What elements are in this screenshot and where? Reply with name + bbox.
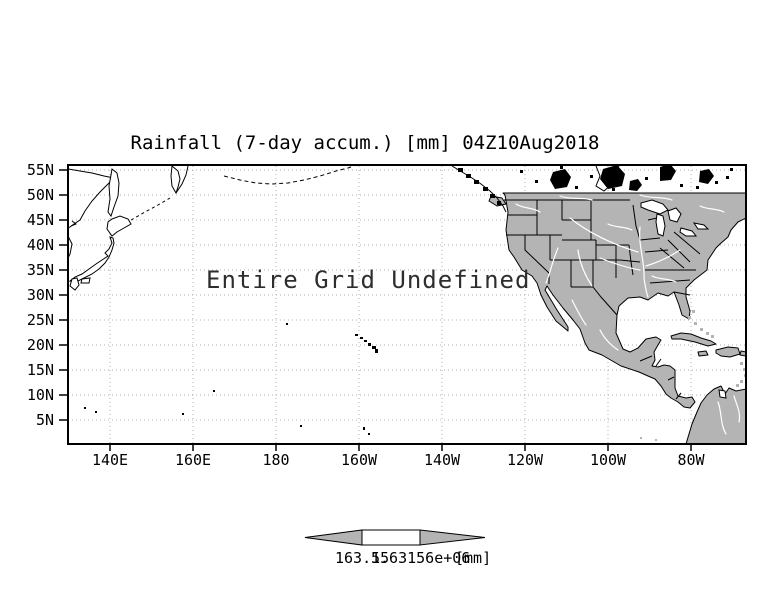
asia-coastlines bbox=[69, 166, 355, 291]
y-tick-label-5n: 5N bbox=[35, 411, 54, 429]
island-puerto-rico bbox=[739, 350, 745, 357]
y-tick-label-25n: 25N bbox=[26, 311, 54, 329]
colorbar-middle-segment bbox=[361, 529, 421, 546]
coastline-sakhalin bbox=[107, 168, 120, 218]
x-tick-label-160e: 160E bbox=[174, 451, 212, 469]
lake-huron bbox=[667, 207, 682, 223]
landmass-south-america bbox=[685, 385, 745, 443]
alaska-bc-coast bbox=[451, 166, 507, 213]
lake-maracaibo bbox=[718, 389, 727, 399]
y-tick-label-10n: 10N bbox=[26, 386, 54, 404]
colorbar bbox=[304, 529, 486, 546]
x-tick-label-160w: 160W bbox=[340, 451, 378, 469]
island-hispaniola bbox=[715, 346, 741, 358]
coastline-hokkaido bbox=[106, 215, 132, 237]
plot-title: Rainfall (7-day accum.) [mm] 04Z10Aug201… bbox=[130, 132, 600, 154]
x-tick-label-140e: 140E bbox=[91, 451, 129, 469]
lake-erie bbox=[679, 227, 698, 237]
rivers bbox=[515, 194, 741, 435]
y-tick-label-55n: 55N bbox=[26, 161, 54, 179]
colorbar-min-label: 163.15 bbox=[335, 549, 390, 567]
colorbar-left-arrow bbox=[304, 529, 363, 546]
plot-frame bbox=[67, 164, 747, 445]
bahamas-antilles-islets bbox=[640, 310, 745, 441]
kuril-islands bbox=[130, 197, 171, 221]
north-america-landmass bbox=[488, 192, 745, 443]
colorbar-unit-label: [mm] bbox=[455, 549, 492, 567]
canada-coastline-features bbox=[458, 166, 733, 205]
canada-coastline-strokes bbox=[451, 166, 620, 213]
lake-michigan bbox=[655, 213, 666, 237]
aleutian-islands bbox=[223, 166, 355, 185]
island-jamaica bbox=[697, 350, 709, 357]
coastline-kamchatka bbox=[170, 166, 181, 195]
grid-undefined-annotation: Entire Grid Undefined bbox=[206, 266, 531, 294]
colorbar-max-label: 5.63156e+06 bbox=[371, 549, 471, 567]
y-tick-label-45n: 45N bbox=[26, 211, 54, 229]
island-cuba bbox=[670, 332, 717, 347]
y-tick-label-20n: 20N bbox=[26, 336, 54, 354]
y-tick-label-50n: 50N bbox=[26, 186, 54, 204]
hawaii-islands bbox=[355, 334, 358, 336]
lake-superior bbox=[640, 199, 669, 215]
x-tick-label-180: 180 bbox=[262, 451, 290, 469]
y-tick-label-40n: 40N bbox=[26, 236, 54, 254]
great-lakes bbox=[640, 199, 727, 399]
y-tick-label-15n: 15N bbox=[26, 361, 54, 379]
coastline-shikoku bbox=[80, 277, 91, 284]
y-tick-label-30n: 30N bbox=[26, 286, 54, 304]
x-tick-label-120w: 120W bbox=[506, 451, 544, 469]
y-tick-label-35n: 35N bbox=[26, 261, 54, 279]
x-tick-label-140w: 140W bbox=[423, 451, 461, 469]
axis-ticks bbox=[59, 169, 692, 451]
coastline-honshu bbox=[69, 236, 115, 283]
lake-ontario bbox=[692, 222, 710, 230]
state-borders bbox=[504, 199, 701, 400]
country-borders bbox=[639, 355, 682, 400]
colorbar-right-arrow bbox=[419, 529, 486, 546]
coastline-kyushu bbox=[69, 277, 80, 291]
x-tick-label-100w: 100W bbox=[589, 451, 627, 469]
x-tick-label-80w: 80W bbox=[677, 451, 705, 469]
pacific-islands bbox=[84, 323, 378, 435]
